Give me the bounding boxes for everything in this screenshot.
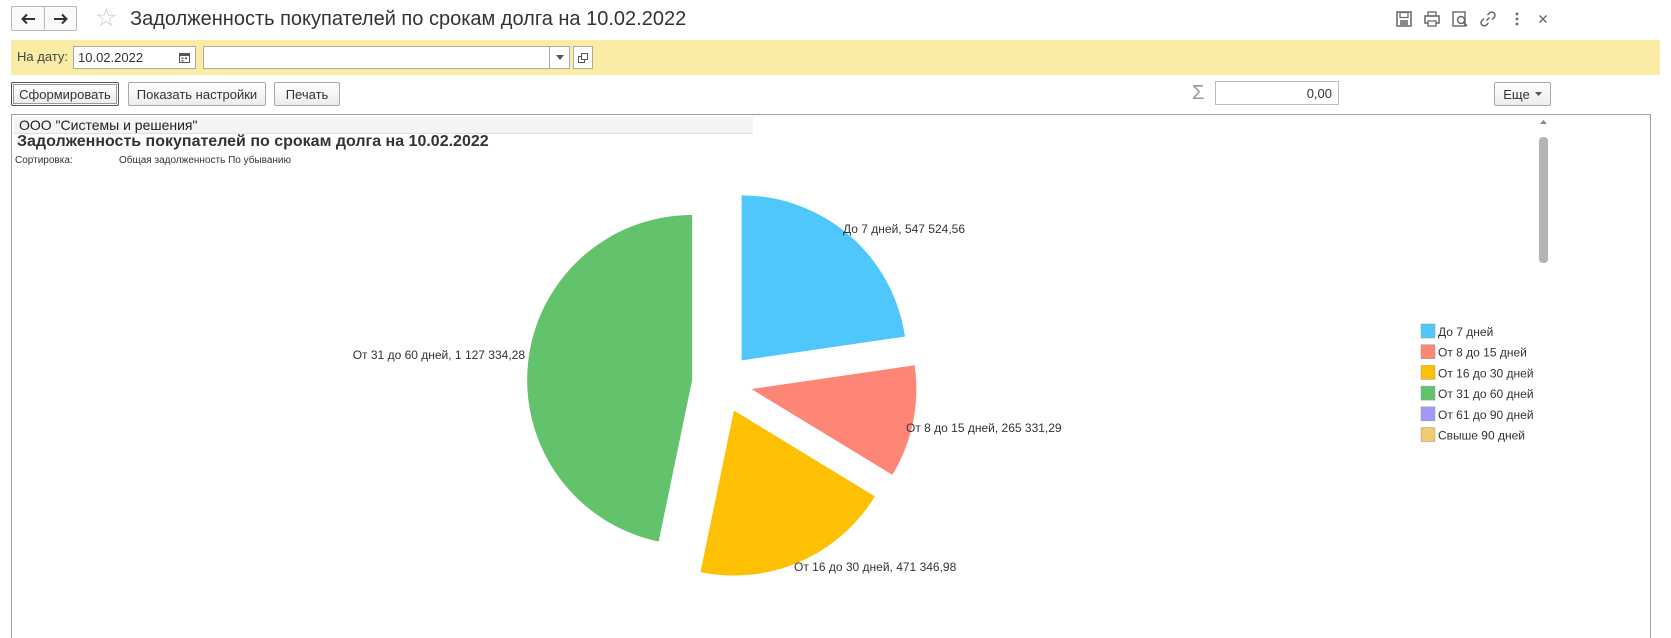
save-icon[interactable] — [1395, 10, 1413, 28]
preview-icon[interactable] — [1451, 10, 1469, 28]
more-button-label: Еще — [1503, 86, 1530, 102]
parameter-bar: На дату: 10.02.2022 — [11, 40, 1660, 75]
legend-swatch — [1420, 365, 1436, 380]
pie-chart: До 7 дней, 547 524,56 От 8 до 15 дней, 26… — [353, 195, 1534, 576]
close-icon[interactable] — [1534, 10, 1552, 28]
legend-swatch — [1420, 344, 1436, 359]
report-title: Задолженность покупателей по срокам долг… — [17, 133, 489, 150]
legend-label: От 16 до 30 дней — [1438, 366, 1534, 380]
pie-slice-label: От 16 до 30 дней, 471 346,98 — [794, 560, 957, 574]
print-icon[interactable] — [1423, 10, 1441, 28]
sum-icon: Σ — [1192, 82, 1205, 104]
print-button[interactable]: Печать — [274, 82, 340, 106]
legend-swatch — [1420, 427, 1436, 442]
organization-input[interactable] — [203, 46, 550, 69]
favorite-star-icon[interactable]: ☆ — [95, 4, 118, 32]
date-label: На дату: — [17, 49, 68, 64]
sum-field: 0,00 — [1215, 81, 1339, 105]
generate-button[interactable]: Сформировать — [11, 82, 119, 106]
legend-swatch — [1420, 385, 1436, 401]
pie-slice-label: От 31 до 60 дней, 1 127 334,28 — [353, 348, 526, 362]
show-settings-button[interactable]: Показать настройки — [128, 82, 266, 106]
pie-slice — [527, 214, 693, 542]
legend-label: Свыше 90 дней — [1438, 429, 1525, 443]
window-title: Задолженность покупателей по срокам долг… — [130, 8, 687, 30]
scrollbar-track — [1539, 120, 1548, 263]
more-vertical-icon[interactable] — [1508, 10, 1526, 28]
legend-label: До 7 дней — [1438, 325, 1493, 339]
pie-slice-label: До 7 дней, 547 524,56 — [843, 222, 965, 236]
more-button[interactable]: Еще — [1494, 82, 1551, 106]
legend-label: От 61 до 90 дней — [1438, 408, 1534, 422]
calendar-icon — [179, 53, 190, 63]
sort-label: Сортировка: — [15, 155, 73, 166]
date-input[interactable]: 10.02.2022 — [73, 46, 175, 69]
forward-button[interactable] — [44, 6, 77, 31]
chevron-down-icon — [1534, 92, 1542, 96]
open-window-icon — [578, 52, 588, 63]
scroll-up-arrow-icon — [1540, 120, 1547, 124]
link-icon[interactable] — [1479, 10, 1497, 28]
pie-slice — [741, 195, 905, 361]
pie-slice — [700, 410, 875, 576]
vertical-scrollbar[interactable] — [1536, 115, 1551, 638]
legend-label: От 31 до 60 дней — [1438, 387, 1534, 401]
scroll-thumb — [1539, 137, 1548, 263]
sort-value: Общая задолженность По убыванию — [119, 155, 291, 166]
title-bar: ☆ Задолженность покупателей по срокам до… — [0, 0, 1671, 40]
arrow-left-icon — [21, 13, 35, 24]
organization-dropdown-button[interactable] — [550, 46, 570, 69]
calendar-button[interactable] — [174, 46, 196, 69]
pie-slice — [751, 365, 917, 475]
legend-label: От 8 до 15 дней — [1438, 346, 1527, 360]
back-button[interactable] — [11, 6, 44, 31]
arrow-right-icon — [53, 13, 68, 24]
pie-slice-label: От 8 до 15 дней, 265 331,29 — [906, 421, 1062, 435]
chevron-down-icon — [555, 55, 564, 60]
report-area: ООО "Системы и решения" Задолженность по… — [11, 114, 1651, 638]
legend-swatch — [1420, 323, 1436, 339]
legend-swatch — [1420, 406, 1436, 422]
report-organization: ООО "Системы и решения" — [14, 117, 753, 134]
organization-open-button[interactable] — [573, 46, 593, 69]
